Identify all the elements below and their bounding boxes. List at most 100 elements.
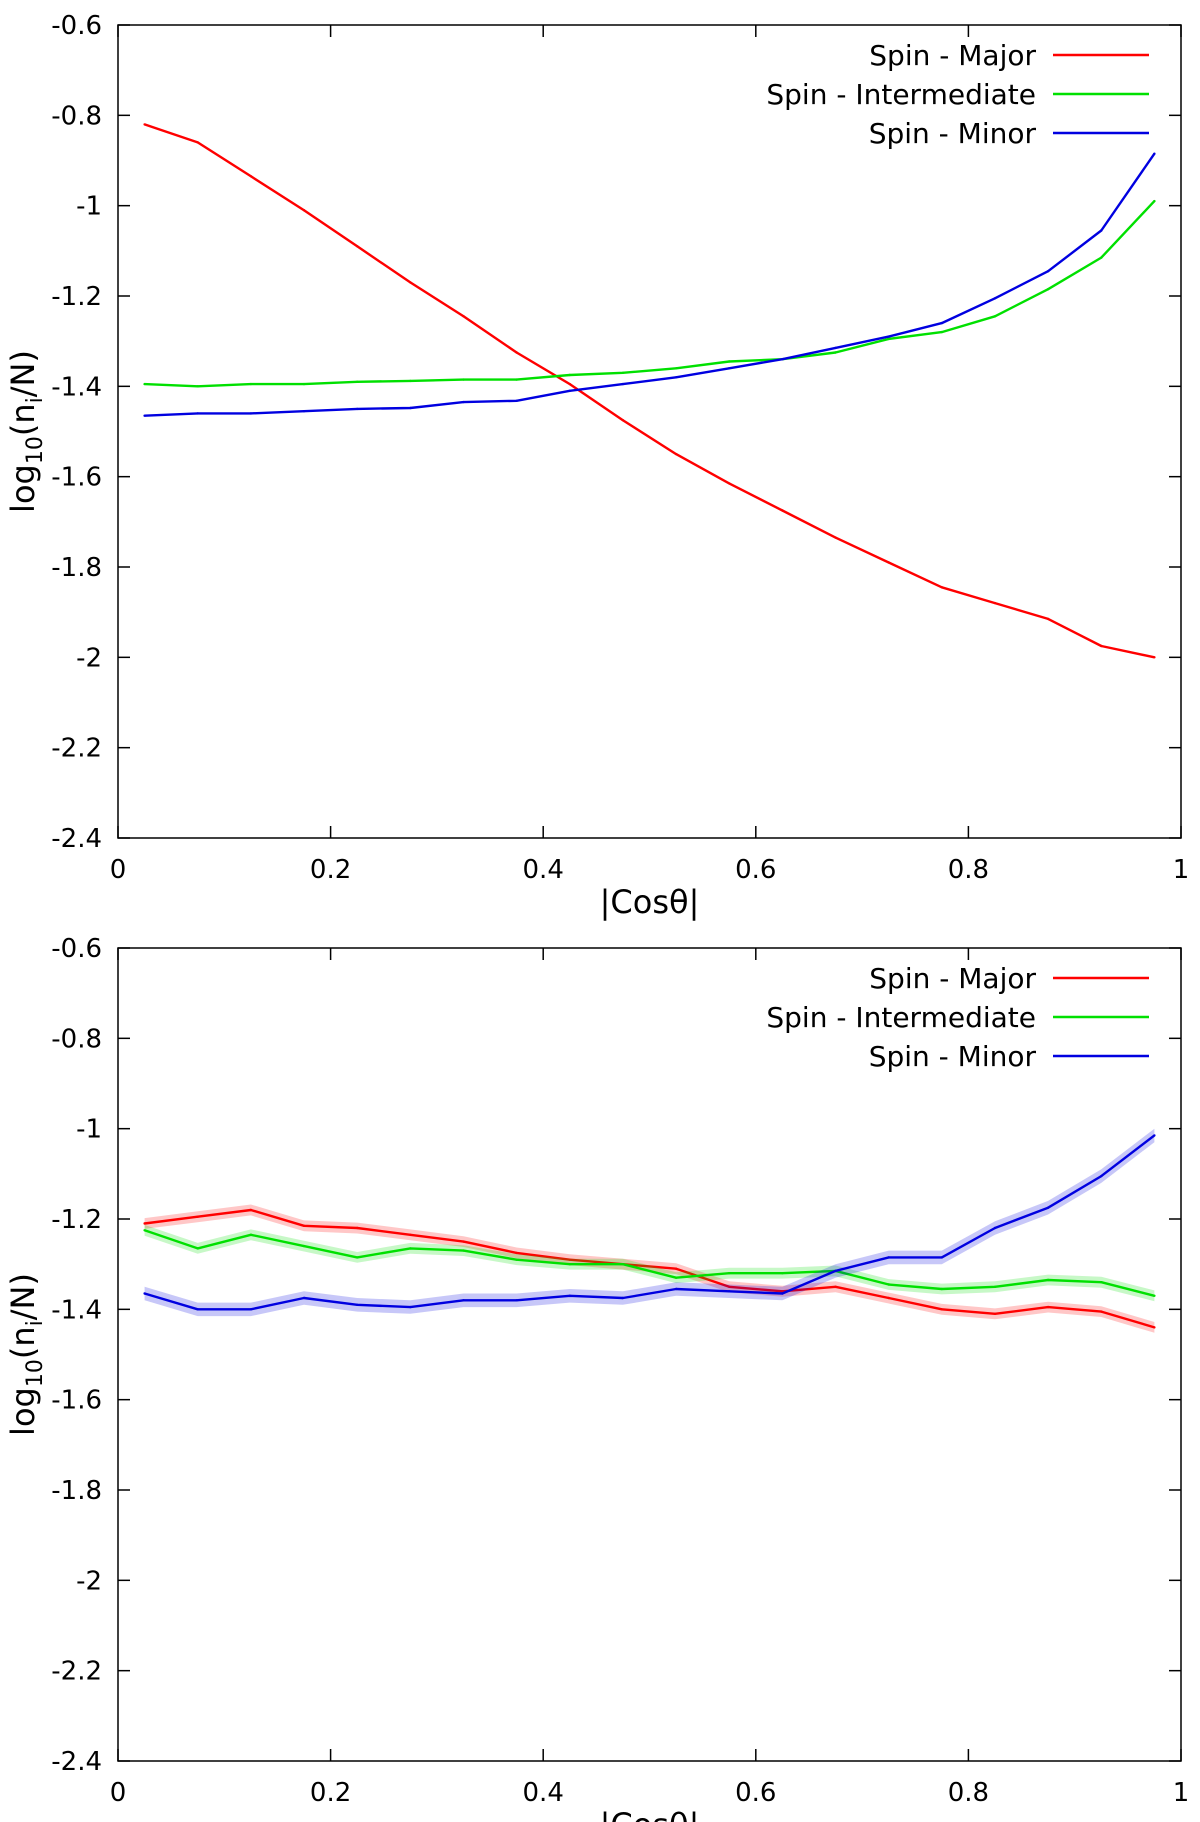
data-point-spin-intermediate <box>462 378 465 381</box>
data-point-spin-major <box>462 1240 465 1243</box>
y-axis-title-subi: i <box>23 397 48 403</box>
x-tick-label: 0.2 <box>310 855 351 885</box>
data-point-spin-intermediate <box>940 1287 943 1291</box>
legend-label: Spin - Major <box>869 39 1036 72</box>
data-point-spin-major <box>940 1308 943 1311</box>
data-point-spin-minor <box>249 412 253 415</box>
data-point-spin-minor <box>940 1256 943 1259</box>
x-tick-label: 0.8 <box>948 855 989 885</box>
data-point-spin-minor <box>568 1294 571 1298</box>
y-axis-title-log: log <box>4 464 42 513</box>
data-point-spin-minor <box>993 1226 997 1230</box>
data-point-spin-intermediate <box>728 1272 731 1275</box>
data-point-spin-intermediate <box>674 1276 678 1279</box>
data-point-spin-minor <box>674 376 678 379</box>
data-point-spin-major <box>462 315 465 318</box>
data-point-spin-major <box>834 536 837 539</box>
legend-label: Spin - Minor <box>869 1040 1037 1073</box>
data-point-spin-major <box>409 281 412 284</box>
chart-panel-1: -0.6 -0.8 -1 -1.2 -1.4 -1.6 -1.8 -2 -2.2 -2.4 0 0.2… <box>4 11 1189 921</box>
data-point-spin-major <box>728 482 731 485</box>
x-axis-title: |Cosθ| <box>600 883 700 921</box>
y-tick-label: -0.8 <box>51 1024 102 1054</box>
data-point-spin-minor <box>621 382 625 386</box>
data-point-spin-major <box>249 1208 253 1212</box>
data-point-spin-major <box>993 601 997 605</box>
data-point-spin-major <box>887 561 890 564</box>
y-tick-label: -1.4 <box>51 1295 102 1325</box>
data-point-spin-major <box>674 452 678 456</box>
data-point-spin-minor <box>196 412 199 415</box>
y-tick-label: -2 <box>76 643 102 673</box>
y-tick-label: -2 <box>76 1566 102 1596</box>
legend-label: Spin - Minor <box>869 117 1037 150</box>
series-line-spin-minor <box>144 153 1156 417</box>
data-point-spin-minor <box>1100 1174 1103 1178</box>
data-point-spin-minor <box>409 406 412 410</box>
series-group <box>143 123 1156 659</box>
data-point-spin-minor <box>462 400 465 404</box>
x-tick-label: 0.6 <box>735 1778 776 1808</box>
data-point-spin-major <box>196 1215 199 1218</box>
data-point-spin-major <box>409 1233 412 1237</box>
data-point-spin-major <box>302 209 306 212</box>
data-point-spin-minor <box>515 399 518 402</box>
data-point-spin-major <box>568 1258 571 1261</box>
x-tick-label: 0.2 <box>310 1778 351 1808</box>
data-point-spin-minor <box>940 321 943 325</box>
x-tick-label: 0.4 <box>523 1778 564 1808</box>
data-point-spin-major <box>302 1224 306 1228</box>
data-point-spin-intermediate <box>940 330 943 334</box>
data-point-spin-major <box>1153 656 1156 659</box>
y-tick-label: -1.6 <box>51 1386 102 1416</box>
plot-frame <box>117 947 1182 1762</box>
data-point-spin-intermediate <box>568 373 571 377</box>
y-tick-label: -1 <box>76 1115 102 1145</box>
data-point-spin-major <box>568 382 571 386</box>
data-point-spin-intermediate <box>356 380 359 383</box>
y-tick-label: -2.2 <box>51 734 102 764</box>
data-point-spin-intermediate <box>728 360 731 363</box>
x-tick-label: 0.4 <box>523 855 564 885</box>
data-point-spin-major <box>728 1285 731 1289</box>
data-point-spin-intermediate <box>515 1258 518 1261</box>
data-point-spin-minor <box>1046 270 1050 273</box>
data-point-spin-minor <box>887 1256 890 1259</box>
series-group <box>143 1128 1156 1333</box>
data-point-spin-minor <box>462 1299 465 1302</box>
data-point-spin-minor <box>728 367 731 370</box>
data-point-spin-major <box>249 175 253 178</box>
data-point-spin-minor <box>356 407 359 411</box>
data-point-spin-intermediate <box>674 367 678 370</box>
series-band-spin-intermediate <box>144 1224 1155 1302</box>
y-axis-title: log10(ni/N) <box>4 1273 48 1436</box>
y-axis-title-log: log <box>4 1387 42 1436</box>
legend-label: Spin - Intermediate <box>766 1001 1036 1034</box>
data-point-spin-minor <box>993 297 997 300</box>
y-tick-label: -1.2 <box>51 282 102 312</box>
data-point-spin-minor <box>728 1290 731 1293</box>
y-tick-label: -1.2 <box>51 1205 102 1235</box>
y-axis-title-close: /N) <box>4 1273 42 1320</box>
x-tick-label: 0 <box>110 855 127 885</box>
data-point-spin-minor <box>143 414 146 417</box>
y-tick-label: -0.6 <box>51 11 102 41</box>
y-tick-label: -1.8 <box>51 1476 102 1506</box>
data-point-spin-intermediate <box>196 385 199 388</box>
y-tick-label: -1 <box>76 192 102 222</box>
legend-label: Spin - Major <box>869 962 1036 995</box>
legend: Spin - Major Spin - Intermediate Spin - Mi… <box>766 39 1149 150</box>
data-point-spin-intermediate <box>993 1285 997 1289</box>
data-point-spin-intermediate <box>143 1229 146 1232</box>
data-point-spin-major <box>515 351 518 354</box>
data-point-spin-major <box>515 1251 518 1255</box>
y-axis-title: log10(ni/N) <box>4 350 48 513</box>
data-point-spin-intermediate <box>1153 1294 1156 1298</box>
data-point-spin-minor <box>1046 1206 1050 1209</box>
data-point-spin-intermediate <box>196 1247 199 1250</box>
data-point-spin-major <box>356 1226 359 1230</box>
y-axis-title-sub10: 10 <box>23 1359 48 1387</box>
data-point-spin-minor <box>781 358 784 361</box>
